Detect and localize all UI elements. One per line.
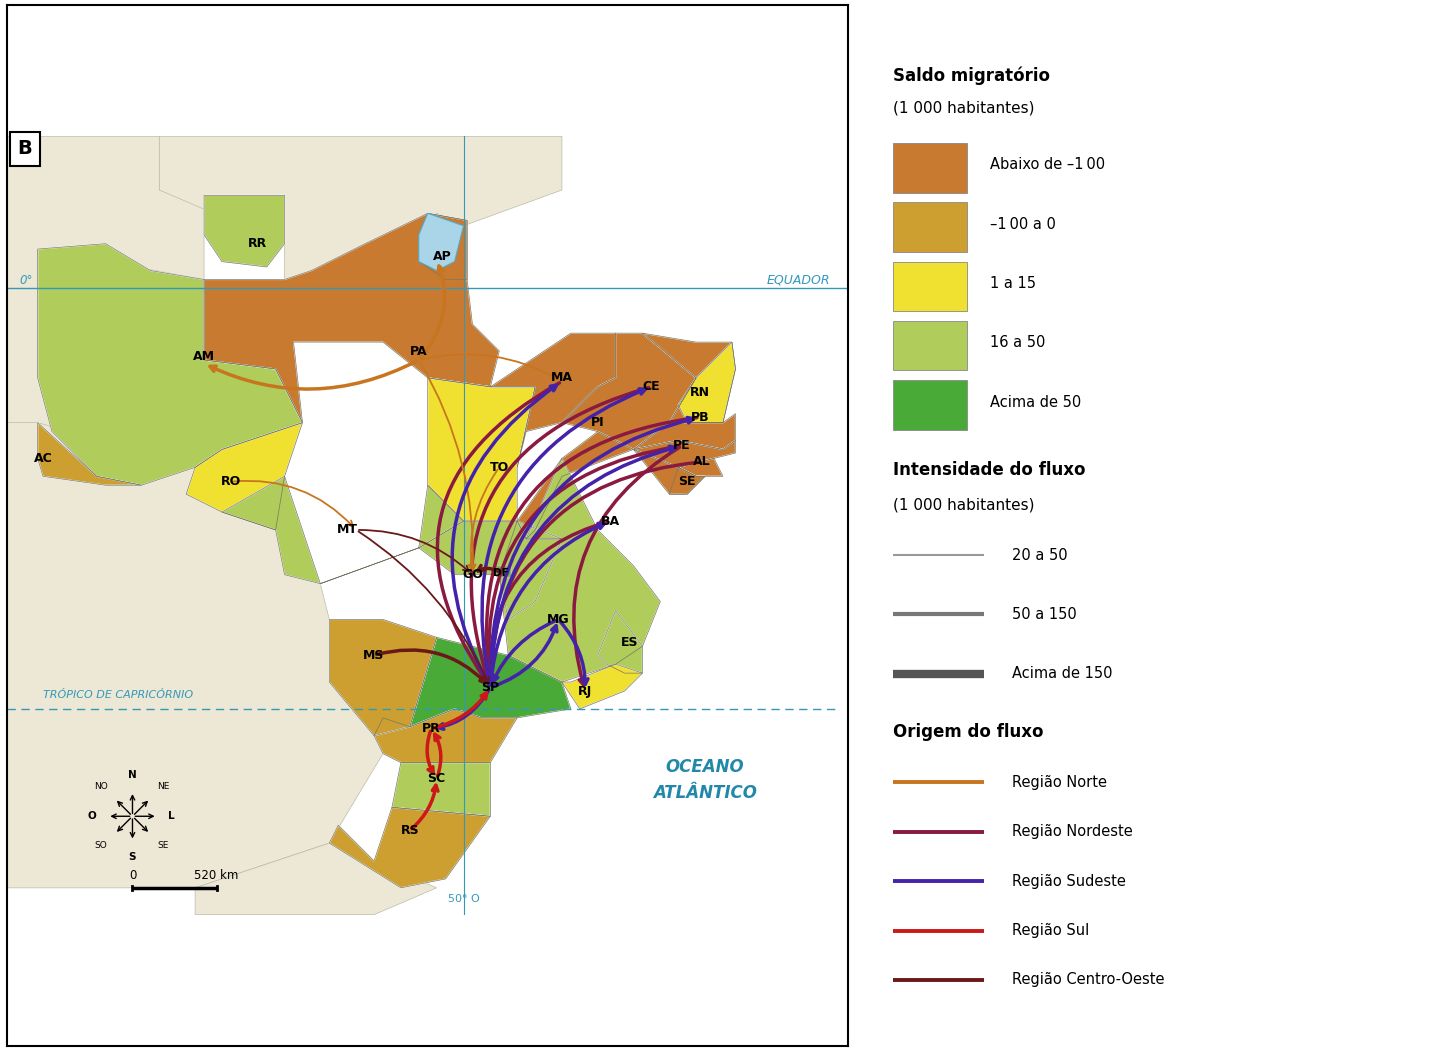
Text: Região Centro-Oeste: Região Centro-Oeste [1013, 972, 1165, 988]
Text: RN: RN [689, 386, 709, 398]
Text: RS: RS [400, 824, 419, 837]
Polygon shape [678, 342, 736, 423]
Text: RJ: RJ [578, 684, 592, 698]
Polygon shape [374, 709, 517, 763]
Polygon shape [562, 333, 696, 450]
Text: PE: PE [673, 439, 691, 452]
Polygon shape [428, 378, 535, 521]
Text: BA: BA [601, 515, 620, 528]
Text: PI: PI [591, 416, 604, 429]
Text: PB: PB [691, 411, 709, 424]
Polygon shape [496, 565, 510, 577]
Polygon shape [633, 414, 736, 450]
Text: 50° O: 50° O [448, 894, 480, 904]
Polygon shape [562, 664, 643, 709]
Polygon shape [517, 432, 705, 539]
Polygon shape [7, 137, 285, 476]
Text: SC: SC [428, 772, 445, 785]
Text: RO: RO [221, 475, 241, 488]
Polygon shape [598, 611, 643, 673]
Polygon shape [329, 619, 436, 736]
Text: L: L [168, 811, 175, 821]
Polygon shape [633, 440, 736, 468]
Text: 20 a 50: 20 a 50 [1013, 548, 1068, 562]
Text: S: S [129, 852, 136, 862]
Text: TO: TO [490, 460, 509, 474]
Text: AL: AL [692, 455, 711, 469]
Text: Região Sudeste: Região Sudeste [1013, 873, 1126, 889]
Text: PA: PA [410, 345, 428, 357]
Polygon shape [500, 458, 660, 682]
Text: NE: NE [158, 782, 171, 791]
Polygon shape [204, 195, 285, 267]
Text: SE: SE [678, 475, 696, 488]
Text: 1 a 15: 1 a 15 [990, 276, 1036, 291]
Text: Acima de 50: Acima de 50 [990, 394, 1081, 410]
Polygon shape [419, 213, 467, 280]
Text: Saldo migratório: Saldo migratório [893, 66, 1049, 85]
Polygon shape [204, 213, 500, 423]
Text: OCEANO: OCEANO [666, 758, 744, 776]
Polygon shape [38, 423, 142, 486]
Text: Abaixo de –1 00: Abaixo de –1 00 [990, 158, 1105, 172]
Text: 0°: 0° [20, 274, 33, 287]
Text: B: B [17, 140, 32, 159]
Text: Origem do fluxo: Origem do fluxo [893, 723, 1043, 741]
Text: Região Nordeste: Região Nordeste [1013, 824, 1133, 840]
Text: TRÓPICO DE CAPRICÓRNIO: TRÓPICO DE CAPRICÓRNIO [43, 691, 194, 700]
Text: PR: PR [422, 722, 441, 735]
Polygon shape [678, 458, 722, 476]
Polygon shape [38, 244, 302, 486]
Text: O: O [88, 811, 97, 821]
Text: SP: SP [481, 681, 500, 694]
Polygon shape [195, 825, 436, 914]
Text: CE: CE [643, 380, 660, 393]
Text: Região Sul: Região Sul [1013, 923, 1090, 939]
Text: 16 a 50: 16 a 50 [990, 335, 1045, 350]
Text: N: N [129, 770, 137, 781]
Polygon shape [410, 637, 571, 727]
Polygon shape [223, 476, 464, 583]
Bar [893, 203, 967, 252]
Text: –1 00 a 0: –1 00 a 0 [990, 217, 1055, 231]
Bar [893, 380, 967, 430]
Text: ES: ES [621, 636, 639, 650]
Text: SE: SE [158, 841, 169, 850]
Text: AC: AC [33, 452, 52, 465]
Text: AM: AM [194, 350, 215, 363]
Text: MA: MA [551, 371, 572, 385]
Text: EQUADOR: EQUADOR [767, 274, 831, 287]
Polygon shape [419, 521, 562, 619]
Text: ATLÂNTICO: ATLÂNTICO [653, 784, 757, 802]
Text: Região Norte: Região Norte [1013, 775, 1107, 790]
Text: 520 km: 520 km [195, 869, 238, 883]
Text: SO: SO [95, 841, 107, 850]
Polygon shape [419, 213, 464, 270]
Text: 50 a 150: 50 a 150 [1013, 606, 1077, 622]
Text: RR: RR [249, 238, 267, 250]
Polygon shape [7, 423, 383, 888]
Polygon shape [329, 807, 490, 888]
Bar [893, 143, 967, 192]
Text: AP: AP [432, 250, 451, 263]
Text: MG: MG [548, 613, 569, 626]
Bar [893, 262, 967, 311]
Text: (1 000 habitantes): (1 000 habitantes) [893, 498, 1035, 513]
Text: 0: 0 [129, 869, 136, 883]
Bar [893, 321, 967, 370]
Polygon shape [490, 333, 616, 468]
Text: NO: NO [94, 782, 107, 791]
Text: Intensidade do fluxo: Intensidade do fluxo [893, 461, 1085, 479]
Polygon shape [392, 763, 490, 817]
Text: Acima de 150: Acima de 150 [1013, 666, 1113, 681]
Polygon shape [186, 423, 302, 530]
Text: DF: DF [493, 568, 509, 578]
Text: MT: MT [337, 523, 358, 536]
Polygon shape [643, 333, 736, 423]
Polygon shape [159, 137, 562, 280]
Text: (1 000 habitantes): (1 000 habitantes) [893, 101, 1035, 116]
Text: GO: GO [462, 569, 483, 581]
Polygon shape [669, 468, 705, 494]
Text: MS: MS [363, 648, 384, 662]
